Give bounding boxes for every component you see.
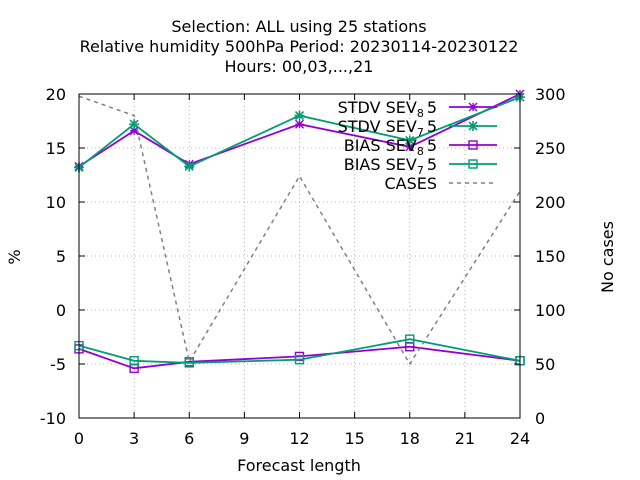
y2-axis-label: No cases [598, 221, 617, 293]
chart-title: Selection: ALL using 25 stations Relativ… [80, 17, 519, 76]
legend-marker-3 [468, 159, 478, 169]
series-0-point-4 [405, 142, 415, 152]
legend-entry-2: BIAS SEV8 5 [344, 136, 497, 158]
series-1-point-3 [294, 110, 305, 121]
series-1-point-4 [404, 135, 415, 146]
y-tick-label-1: -5 [50, 355, 66, 374]
legend-entry-0: STDV SEV8 5 [338, 98, 497, 120]
legend-entry-4: CASES [384, 174, 497, 193]
series-line-3 [78, 338, 521, 364]
grid [79, 94, 520, 418]
legend-marker-2 [468, 140, 478, 150]
y-tick-label-6: 20 [46, 85, 66, 104]
x-tick-label-3: 9 [239, 429, 249, 448]
series-0-point-1 [129, 126, 139, 136]
series-0-point-3 [295, 119, 304, 129]
y2-tick-label-6: 300 [535, 85, 566, 104]
tick-labels: 0 3 6 9 12 15 18 21 24-10-5051015200501001502002… [40, 85, 566, 448]
legend-marker-0 [468, 102, 478, 112]
title-line-3: Hours: 00,03,...,21 [225, 57, 374, 76]
legend-label-suffix-0: 5 [427, 98, 437, 117]
y2-tick-label-2: 100 [535, 301, 566, 320]
legend-label-sub-2: 8 [417, 145, 424, 158]
legend-label-name-3: BIAS SEV [344, 155, 417, 174]
x-tick-label-6: 18 [400, 429, 420, 448]
legend-entry-1: STDV SEV7 5 [338, 117, 497, 139]
title-line-2: Relative humidity 500hPa Period: 2023011… [80, 37, 519, 56]
title-line-1: Selection: ALL using 25 stations [171, 17, 426, 36]
legend-label-sub-3: 7 [417, 164, 424, 177]
series-line-0 [78, 93, 521, 168]
series-line-4 [78, 95, 521, 366]
y2-tick-label-4: 200 [535, 193, 566, 212]
y-tick-label-2: 0 [56, 301, 66, 320]
axes-ticks [78, 93, 521, 419]
legend-label-sub-1: 7 [417, 126, 424, 139]
x-tick-label-1: 3 [129, 429, 139, 448]
series-3-point-1 [129, 356, 139, 366]
y2-tick-label-1: 50 [535, 355, 555, 374]
series-3-point-3 [294, 354, 305, 365]
legend-label-3: BIAS SEV7 5 [344, 155, 437, 177]
series-line-1 [78, 96, 521, 169]
y-tick-label-0: -10 [40, 409, 66, 428]
y2-tick-label-0: 0 [535, 409, 545, 428]
x-axis-label: Forecast length [237, 456, 361, 475]
legend-label-name-0: STDV SEV [338, 98, 417, 117]
legend-label-name-4: CASES [384, 174, 437, 193]
legend-label-suffix-3: 5 [427, 155, 437, 174]
series-1-point-2 [184, 161, 195, 172]
legend-label-sub-0: 8 [417, 107, 424, 120]
legend-label-2: BIAS SEV8 5 [344, 136, 437, 158]
legend-label-1: STDV SEV7 5 [338, 117, 437, 139]
legend-label-0: STDV SEV8 5 [338, 98, 437, 120]
x-tick-label-8: 24 [510, 429, 530, 448]
legend-label-suffix-2: 5 [427, 136, 437, 155]
legend-label-suffix-1: 5 [427, 117, 437, 136]
series-layer [74, 89, 525, 374]
legend-label-name-2: BIAS SEV [344, 136, 417, 155]
series-1-point-1 [129, 119, 140, 130]
series-3-point-4 [405, 334, 415, 344]
x-tick-label-5: 15 [344, 429, 364, 448]
x-tick-label-0: 0 [74, 429, 84, 448]
y2-tick-label-3: 150 [535, 247, 566, 266]
series-line-2 [78, 345, 521, 370]
x-tick-label-4: 12 [289, 429, 309, 448]
x-tick-label-2: 6 [184, 429, 194, 448]
legend-label-name-1: STDV SEV [338, 117, 417, 136]
x-tick-label-7: 21 [455, 429, 475, 448]
y-axis-label: % [5, 249, 24, 264]
legend-marker-1 [468, 121, 478, 131]
y-tick-label-3: 5 [56, 247, 66, 266]
y2-tick-label-5: 250 [535, 139, 566, 158]
legend-label-4: CASES [384, 174, 437, 193]
y-tick-label-4: 10 [46, 193, 66, 212]
y-tick-label-5: 15 [46, 139, 66, 158]
legend-entry-3: BIAS SEV7 5 [344, 155, 497, 177]
